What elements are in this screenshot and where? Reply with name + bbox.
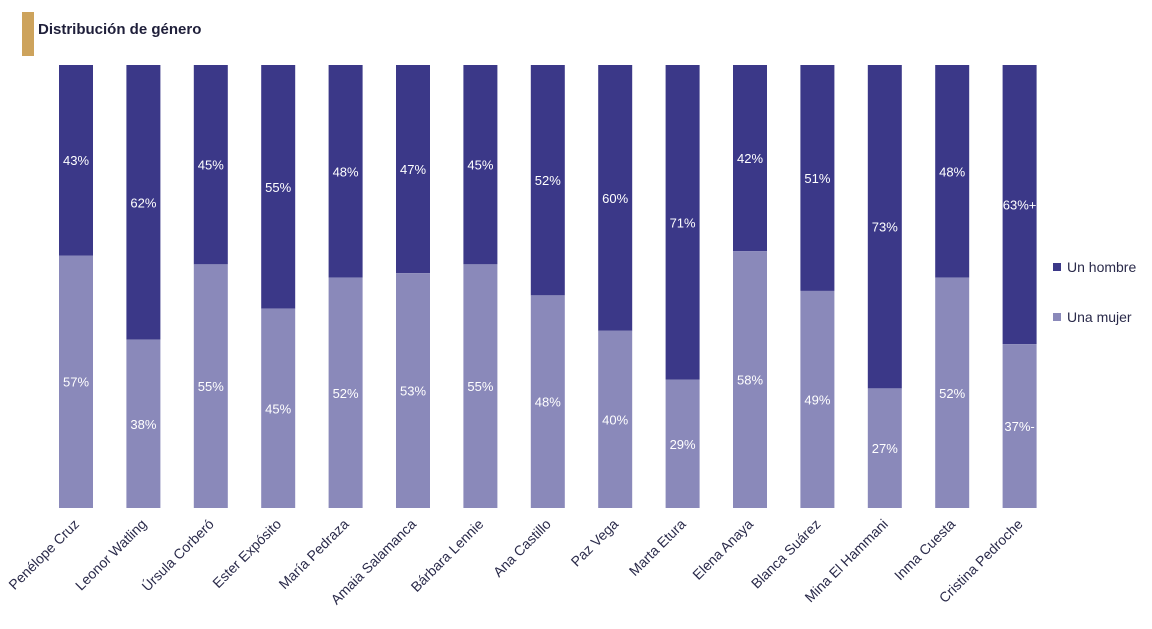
title-accent-bar — [22, 12, 34, 56]
legend-swatch-un-hombre — [1053, 263, 1061, 271]
label-una-mujer-cristina-pedroche: 37%- — [1004, 419, 1034, 434]
x-tick-label-barbara-lennie: Bárbara Lennie — [408, 516, 487, 595]
label-un-hombre-amaia-salamanca: 47% — [400, 162, 426, 177]
x-tick-label-inma-cuesta: Inma Cuesta — [891, 516, 959, 584]
label-una-mujer-inma-cuesta: 52% — [939, 386, 965, 401]
bar-una-mujer-blanca-suarez — [800, 290, 835, 508]
label-una-mujer-ana-castillo: 48% — [535, 395, 561, 410]
label-una-mujer-amaia-salamanca: 53% — [400, 384, 426, 399]
bar-un-hombre-marta-etura — [665, 65, 700, 380]
label-un-hombre-inma-cuesta: 48% — [939, 164, 965, 179]
x-tick-label-elena-anaya: Elena Anaya — [689, 516, 756, 583]
bar-una-mujer-inma-cuesta — [935, 277, 970, 508]
bar-una-mujer-leonor-watling — [126, 339, 161, 508]
bar-un-hombre-inma-cuesta — [935, 65, 970, 278]
label-un-hombre-maria-pedraza: 48% — [333, 164, 359, 179]
x-tick-label-penelope-cruz: Penélope Cruz — [5, 516, 82, 593]
bar-un-hombre-penelope-cruz — [59, 65, 93, 256]
bar-un-hombre-paz-vega — [598, 65, 633, 331]
x-tick-label-ursula-corbero: Úrsula Corberó — [138, 516, 217, 595]
x-tick-label-ester-exposito: Ester Expósito — [209, 516, 284, 591]
label-una-mujer-blanca-suarez: 49% — [804, 392, 830, 407]
label-una-mujer-paz-vega: 40% — [602, 412, 628, 427]
legend-item-una-mujer: Una mujer — [1053, 307, 1136, 327]
x-tick-label-maria-pedraza: María Pedraza — [275, 516, 351, 592]
chart-title: Distribución de género — [38, 21, 202, 38]
bar-una-mujer-elena-anaya — [733, 251, 767, 508]
bar-un-hombre-ester-exposito — [261, 65, 296, 309]
label-una-mujer-ursula-corbero: 55% — [198, 379, 224, 394]
label-un-hombre-ester-exposito: 55% — [265, 180, 291, 195]
bar-una-mujer-amaia-salamanca — [396, 273, 430, 508]
label-una-mujer-mina-el-hammani: 27% — [872, 441, 898, 456]
bar-un-hombre-maria-pedraza — [328, 65, 363, 278]
label-un-hombre-ana-castillo: 52% — [535, 173, 561, 188]
bar-una-mujer-paz-vega — [598, 330, 633, 508]
bar-una-mujer-cristina-pedroche — [1002, 344, 1037, 508]
label-una-mujer-penelope-cruz: 57% — [63, 375, 89, 390]
label-un-hombre-paz-vega: 60% — [602, 191, 628, 206]
label-un-hombre-ursula-corbero: 45% — [198, 158, 224, 173]
label-una-mujer-elena-anaya: 58% — [737, 373, 763, 388]
bar-una-mujer-ana-castillo — [530, 295, 565, 508]
label-una-mujer-marta-etura: 29% — [670, 437, 696, 452]
label-un-hombre-mina-el-hammani: 73% — [872, 220, 898, 235]
bar-un-hombre-ursula-corbero — [193, 65, 228, 265]
legend: Un hombre Una mujer — [1053, 257, 1136, 357]
label-una-mujer-leonor-watling: 38% — [130, 417, 156, 432]
x-tick-label-blanca-suarez: Blanca Suárez — [748, 516, 824, 592]
bar-una-mujer-marta-etura — [665, 379, 700, 508]
label-un-hombre-leonor-watling: 62% — [130, 195, 156, 210]
bar-un-hombre-elena-anaya — [733, 65, 767, 252]
legend-item-un-hombre: Un hombre — [1053, 257, 1136, 277]
legend-swatch-una-mujer — [1053, 313, 1061, 321]
bar-un-hombre-blanca-suarez — [800, 65, 835, 291]
bar-un-hombre-mina-el-hammani — [867, 65, 902, 389]
bar-una-mujer-ester-exposito — [261, 308, 296, 508]
bar-un-hombre-barbara-lennie — [463, 65, 498, 265]
label-una-mujer-ester-exposito: 45% — [265, 401, 291, 416]
bar-un-hombre-cristina-pedroche — [1002, 65, 1037, 345]
x-tick-label-leonor-watling: Leonor Watling — [72, 516, 150, 594]
bar-una-mujer-ursula-corbero — [193, 264, 228, 508]
label-un-hombre-cristina-pedroche: 63%+ — [1003, 198, 1037, 213]
legend-label-una-mujer: Una mujer — [1067, 309, 1132, 325]
bar-una-mujer-penelope-cruz — [59, 255, 93, 508]
legend-label-un-hombre: Un hombre — [1067, 259, 1137, 275]
bar-un-hombre-amaia-salamanca — [396, 65, 430, 274]
x-tick-label-ana-castillo: Ana Castillo — [490, 516, 554, 580]
bar-una-mujer-maria-pedraza — [328, 277, 363, 508]
x-tick-label-marta-etura: Marta Etura — [626, 516, 689, 579]
label-un-hombre-penelope-cruz: 43% — [63, 153, 89, 168]
label-una-mujer-barbara-lennie: 55% — [467, 379, 493, 394]
bar-una-mujer-mina-el-hammani — [867, 388, 902, 508]
label-un-hombre-elena-anaya: 42% — [737, 151, 763, 166]
label-un-hombre-blanca-suarez: 51% — [804, 171, 830, 186]
bar-una-mujer-barbara-lennie — [463, 264, 498, 508]
label-un-hombre-marta-etura: 71% — [670, 215, 696, 230]
x-tick-label-paz-vega: Paz Vega — [568, 516, 622, 570]
bar-un-hombre-leonor-watling — [126, 65, 161, 340]
label-un-hombre-barbara-lennie: 45% — [467, 158, 493, 173]
bar-un-hombre-ana-castillo — [530, 65, 565, 296]
label-una-mujer-maria-pedraza: 52% — [333, 386, 359, 401]
